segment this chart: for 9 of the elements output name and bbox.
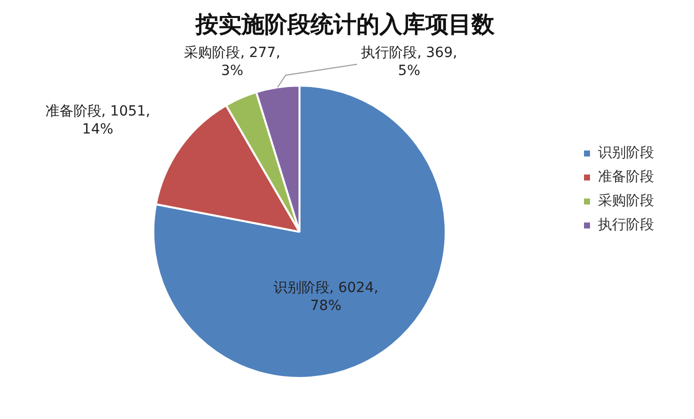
- legend-label: 准备阶段: [598, 169, 654, 186]
- data-label: 执行阶段, 369, 5%: [361, 44, 458, 79]
- data-label: 识别阶段, 6024, 78%: [273, 280, 378, 314]
- legend-label: 识别阶段: [598, 145, 654, 162]
- data-label: 准备阶段, 1051, 14%: [45, 103, 150, 138]
- legend-label: 执行阶段: [598, 217, 654, 234]
- data-label: 采购阶段, 277, 3%: [184, 44, 280, 79]
- chart-title: 按实施阶段统计的入库项目数: [194, 10, 496, 38]
- legend-label: 采购阶段: [598, 193, 654, 210]
